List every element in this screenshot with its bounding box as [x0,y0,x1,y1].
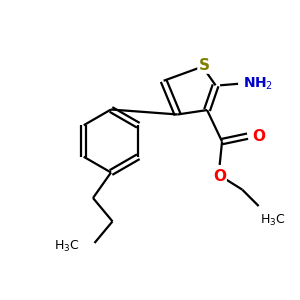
Text: O: O [252,129,265,144]
Text: H$_3$C: H$_3$C [260,213,286,228]
Text: H$_3$C: H$_3$C [54,238,80,253]
Text: O: O [213,169,226,184]
Text: S: S [199,58,209,73]
Text: NH$_2$: NH$_2$ [243,76,273,92]
